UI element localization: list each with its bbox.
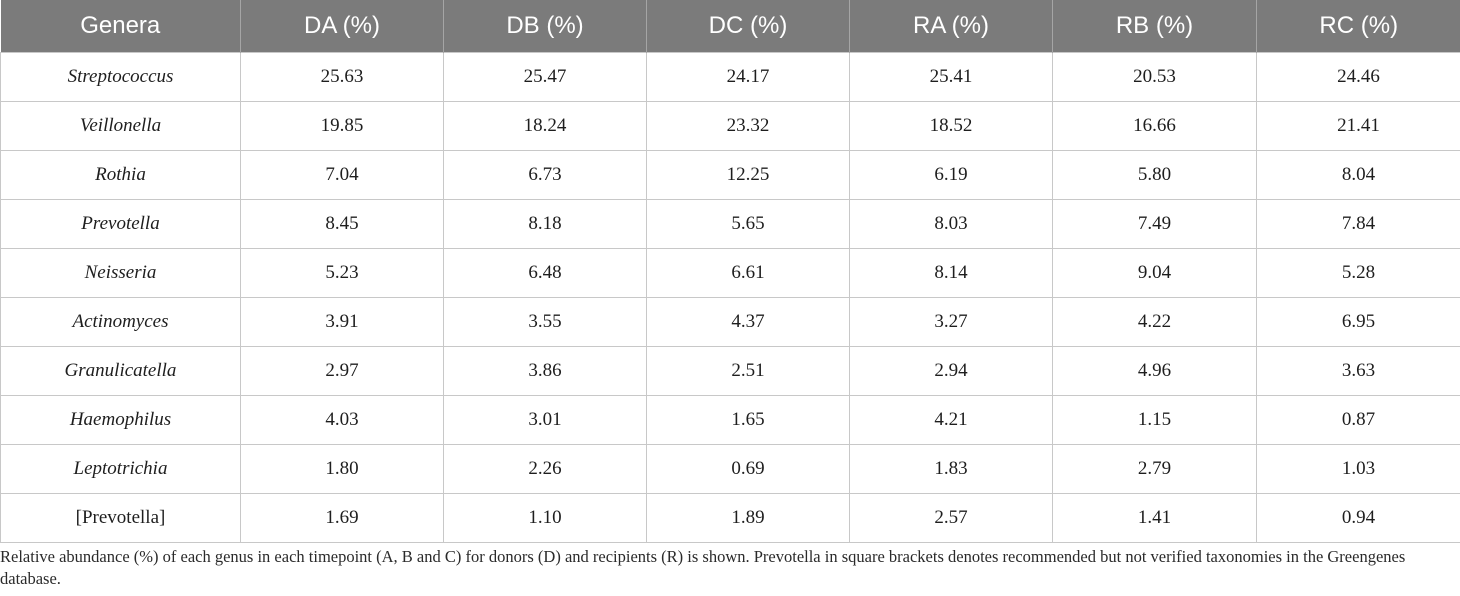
header-cell-rc: RC (%) (1256, 0, 1460, 53)
value-cell: 1.89 (646, 493, 850, 543)
value-cell: 2.94 (849, 346, 1053, 396)
value-cell: 7.04 (240, 150, 444, 200)
header-cell-rb: RB (%) (1052, 0, 1257, 53)
value-cell: 3.01 (443, 395, 647, 445)
value-cell: 6.61 (646, 248, 850, 298)
value-cell: 18.52 (849, 101, 1053, 151)
value-cell: 1.03 (1256, 444, 1460, 494)
header-cell-db: DB (%) (443, 0, 647, 53)
value-cell: 2.57 (849, 493, 1053, 543)
value-cell: 4.96 (1052, 346, 1257, 396)
value-cell: 5.23 (240, 248, 444, 298)
value-cell: 3.55 (443, 297, 647, 347)
value-cell: 9.04 (1052, 248, 1257, 298)
value-cell: 21.41 (1256, 101, 1460, 151)
value-cell: 16.66 (1052, 101, 1257, 151)
value-cell: 2.97 (240, 346, 444, 396)
value-cell: 24.46 (1256, 52, 1460, 102)
value-cell: 7.49 (1052, 199, 1257, 249)
header-cell-dc: DC (%) (646, 0, 850, 53)
genus-cell: Leptotrichia (0, 444, 241, 494)
value-cell: 8.45 (240, 199, 444, 249)
value-cell: 0.94 (1256, 493, 1460, 543)
value-cell: 5.65 (646, 199, 850, 249)
genus-cell: Neisseria (0, 248, 241, 298)
value-cell: 2.51 (646, 346, 850, 396)
value-cell: 1.15 (1052, 395, 1257, 445)
value-cell: 8.14 (849, 248, 1053, 298)
table-row: Haemophilus 4.03 3.01 1.65 4.21 1.15 0.87 (0, 395, 1460, 445)
value-cell: 3.91 (240, 297, 444, 347)
value-cell: 4.22 (1052, 297, 1257, 347)
value-cell: 1.65 (646, 395, 850, 445)
value-cell: 8.03 (849, 199, 1053, 249)
header-cell-ra: RA (%) (849, 0, 1053, 53)
genus-cell: [Prevotella] (0, 493, 241, 543)
value-cell: 2.26 (443, 444, 647, 494)
value-cell: 8.18 (443, 199, 647, 249)
value-cell: 1.80 (240, 444, 444, 494)
value-cell: 1.69 (240, 493, 444, 543)
value-cell: 23.32 (646, 101, 850, 151)
genera-abundance-table-container: Genera DA (%) DB (%) DC (%) RA (%) RB (%… (0, 0, 1460, 543)
value-cell: 7.84 (1256, 199, 1460, 249)
table-header: Genera DA (%) DB (%) DC (%) RA (%) RB (%… (0, 0, 1460, 53)
value-cell: 25.41 (849, 52, 1053, 102)
value-cell: 1.83 (849, 444, 1053, 494)
value-cell: 3.86 (443, 346, 647, 396)
genus-cell: Streptococcus (0, 52, 241, 102)
genus-cell: Rothia (0, 150, 241, 200)
value-cell: 4.03 (240, 395, 444, 445)
genus-cell: Prevotella (0, 199, 241, 249)
value-cell: 2.79 (1052, 444, 1257, 494)
table-row: Granulicatella 2.97 3.86 2.51 2.94 4.96 3.63 (0, 346, 1460, 396)
genus-cell: Haemophilus (0, 395, 241, 445)
table-row: Veillonella 19.85 18.24 23.32 18.52 16.66 21.4… (0, 101, 1460, 151)
value-cell: 19.85 (240, 101, 444, 151)
value-cell: 5.80 (1052, 150, 1257, 200)
value-cell: 8.04 (1256, 150, 1460, 200)
genus-cell: Veillonella (0, 101, 241, 151)
header-cell-da: DA (%) (240, 0, 444, 53)
table-footnote: Relative abundance (%) of each genus in … (0, 547, 1406, 588)
table-row: Prevotella 8.45 8.18 5.65 8.03 7.49 7.84 (0, 199, 1460, 249)
value-cell: 6.48 (443, 248, 647, 298)
table-row: Neisseria 5.23 6.48 6.61 8.14 9.04 5.28 (0, 248, 1460, 298)
table-row: [Prevotella] 1.69 1.10 1.89 2.57 1.41 0.94 (0, 493, 1460, 543)
value-cell: 20.53 (1052, 52, 1257, 102)
value-cell: 18.24 (443, 101, 647, 151)
value-cell: 12.25 (646, 150, 850, 200)
value-cell: 6.95 (1256, 297, 1460, 347)
value-cell: 3.27 (849, 297, 1053, 347)
table-row: Rothia 7.04 6.73 12.25 6.19 5.80 8.04 (0, 150, 1460, 200)
value-cell: 3.63 (1256, 346, 1460, 396)
genera-abundance-table: Genera DA (%) DB (%) DC (%) RA (%) RB (%… (0, 0, 1460, 543)
header-row: Genera DA (%) DB (%) DC (%) RA (%) RB (%… (0, 0, 1460, 53)
genus-cell: Actinomyces (0, 297, 241, 347)
genus-cell: Granulicatella (0, 346, 241, 396)
value-cell: 4.37 (646, 297, 850, 347)
table-row: Leptotrichia 1.80 2.26 0.69 1.83 2.79 1.03 (0, 444, 1460, 494)
table-row: Streptococcus 25.63 25.47 24.17 25.41 20.53 24… (0, 52, 1460, 102)
value-cell: 5.28 (1256, 248, 1460, 298)
value-cell: 1.41 (1052, 493, 1257, 543)
table-row: Actinomyces 3.91 3.55 4.37 3.27 4.22 6.95 (0, 297, 1460, 347)
value-cell: 24.17 (646, 52, 850, 102)
value-cell: 25.63 (240, 52, 444, 102)
value-cell: 1.10 (443, 493, 647, 543)
header-cell-genera: Genera (0, 0, 241, 53)
value-cell: 25.47 (443, 52, 647, 102)
value-cell: 6.73 (443, 150, 647, 200)
value-cell: 0.69 (646, 444, 850, 494)
value-cell: 0.87 (1256, 395, 1460, 445)
value-cell: 4.21 (849, 395, 1053, 445)
value-cell: 6.19 (849, 150, 1053, 200)
table-body: Streptococcus 25.63 25.47 24.17 25.41 20.53 24… (0, 52, 1460, 543)
